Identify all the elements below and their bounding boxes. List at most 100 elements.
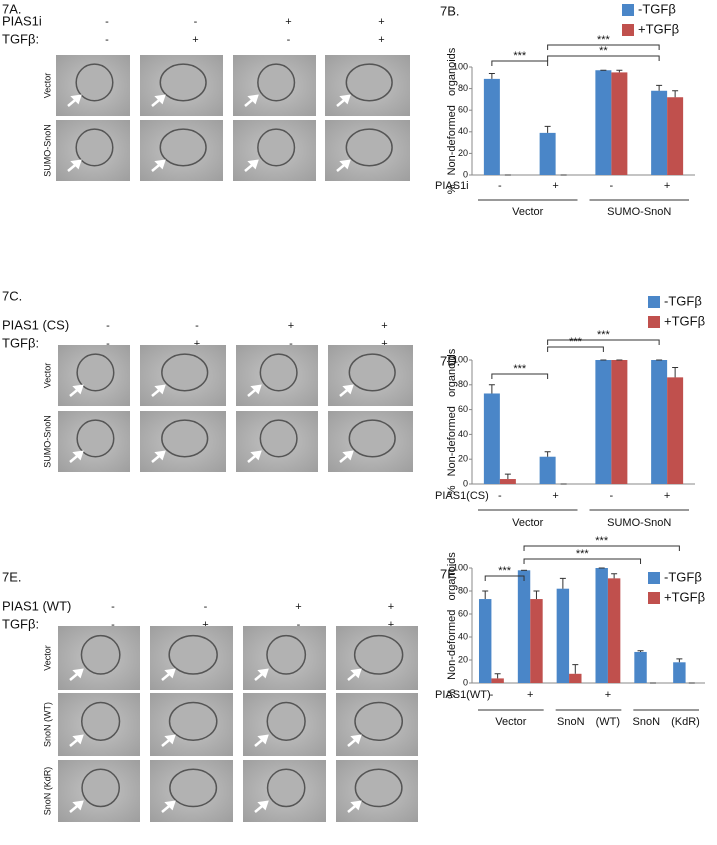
error-bar — [676, 658, 683, 663]
error-bar — [572, 664, 579, 674]
bar — [483, 393, 500, 484]
condition-sign: + — [388, 601, 394, 613]
legend-swatch — [648, 592, 660, 604]
organoid — [168, 701, 218, 741]
x-tick-label: - — [498, 490, 502, 502]
arrow — [67, 94, 82, 107]
legend-label: -TGFβ — [664, 293, 702, 308]
organoid — [76, 419, 115, 458]
legend-swatch — [648, 572, 660, 584]
y-tick-label: 60 — [458, 105, 468, 115]
significance-label: *** — [597, 34, 611, 46]
y-tick-label: 0 — [463, 677, 468, 687]
condition-sign: - — [111, 601, 115, 613]
legend-label: +TGFβ — [664, 589, 705, 604]
x-tick-label: - — [610, 490, 614, 502]
y-tick-label: 0 — [463, 169, 468, 179]
condition-sign: + — [378, 34, 384, 46]
row-label: SUMO-SnoN — [42, 415, 52, 468]
bar — [595, 360, 612, 484]
organoid — [348, 353, 396, 392]
condition-sign: - — [106, 320, 110, 332]
group-label: Vector — [495, 716, 527, 728]
legend-label: -TGFβ — [638, 1, 676, 16]
condition-sign: + — [202, 619, 208, 631]
bar — [483, 78, 500, 175]
organoid — [259, 419, 298, 458]
arrow — [247, 450, 262, 463]
organoid — [354, 768, 403, 808]
x-tick-label: + — [552, 180, 558, 192]
arrow — [69, 734, 84, 747]
condition-sign: - — [105, 34, 109, 46]
error-bar — [672, 366, 679, 378]
x-tick-label: + — [664, 180, 670, 192]
group-label: SUMO-SnoN — [607, 206, 671, 218]
y-tick-label: 60 — [458, 404, 468, 414]
organoid — [81, 768, 120, 808]
significance-label: ** — [599, 45, 608, 57]
bar — [539, 132, 556, 175]
significance-bracket — [491, 373, 549, 379]
arrow — [151, 384, 166, 397]
y-tick-label: 40 — [458, 429, 468, 439]
condition-sign: - — [289, 338, 293, 350]
panel-label: 7A. — [2, 1, 22, 16]
arrow — [161, 800, 176, 813]
y-tick-label: 100 — [453, 354, 468, 364]
organoid — [80, 634, 121, 675]
organoid — [345, 63, 393, 102]
bar — [556, 588, 570, 683]
bar — [667, 97, 684, 175]
significance-label: *** — [595, 535, 609, 547]
condition-label: TGFβ: — [2, 616, 39, 631]
arrow — [151, 159, 166, 172]
legend-swatch — [648, 296, 660, 308]
row-label: SnoN (WT) — [42, 702, 52, 747]
row-label: Vector — [42, 363, 52, 389]
bar — [499, 479, 516, 484]
bar — [611, 360, 628, 484]
significance-bracket — [484, 575, 525, 581]
organoid — [161, 353, 209, 392]
arrow — [69, 800, 84, 813]
legend-swatch — [622, 24, 634, 36]
arrow — [151, 450, 166, 463]
legend-swatch — [622, 4, 634, 16]
organoid — [259, 353, 298, 392]
row-label: Vector — [42, 73, 52, 99]
bar — [634, 651, 647, 683]
organoid — [348, 419, 396, 458]
bar — [569, 673, 582, 683]
significance-label: *** — [513, 50, 527, 62]
organoid — [75, 63, 114, 102]
chart-title: 7D. — [440, 353, 460, 368]
arrow — [347, 668, 362, 681]
x-row-label: PIAS1(WT) — [435, 689, 491, 701]
organoid — [257, 128, 296, 167]
legend-label: +TGFβ — [664, 313, 705, 328]
organoid — [353, 634, 404, 675]
condition-sign: + — [378, 16, 384, 28]
y-tick-label: 20 — [458, 454, 468, 464]
x-tick-label: + — [527, 689, 533, 701]
x-row-label: PIAS1i — [435, 180, 469, 192]
arrow — [336, 159, 351, 172]
arrow — [69, 668, 84, 681]
bar — [491, 678, 504, 683]
y-tick-label: 40 — [458, 126, 468, 136]
organoid — [266, 768, 306, 808]
y-tick-label: 20 — [458, 654, 468, 664]
arrow — [336, 94, 351, 107]
condition-label: PIAS1 (CS) — [2, 317, 69, 332]
organoid — [168, 634, 218, 675]
row-label: SnoN (KdR) — [42, 767, 52, 816]
panel-label: 7C. — [2, 288, 22, 303]
significance-bracket — [523, 545, 680, 551]
condition-label: PIAS1i — [2, 13, 42, 28]
error-bar — [504, 473, 511, 480]
condition-sign: - — [106, 338, 110, 350]
condition-sign: + — [285, 16, 291, 28]
y-tick-label: 20 — [458, 148, 468, 158]
